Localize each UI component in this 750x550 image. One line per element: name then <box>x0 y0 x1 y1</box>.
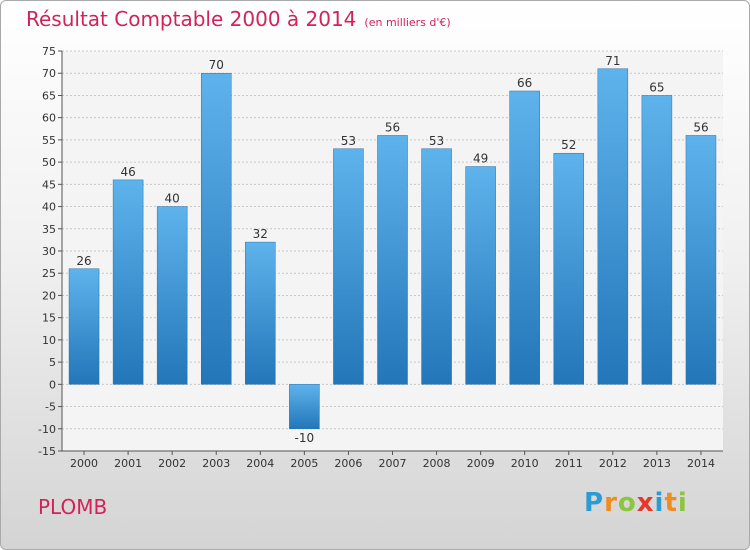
data-label: 52 <box>561 138 576 152</box>
x-tick-label: 2006 <box>334 457 362 470</box>
x-tick-label: 2005 <box>290 457 318 470</box>
logo-letter: r <box>604 488 618 518</box>
y-tick-label: 40 <box>42 201 56 214</box>
chart-subtitle: (en milliers d'€) <box>364 16 451 29</box>
x-tick-label: 2012 <box>599 457 627 470</box>
data-label: 46 <box>120 165 135 179</box>
logo-letter: i <box>654 488 665 518</box>
y-tick-label: 35 <box>42 223 56 236</box>
y-tick-label: 25 <box>42 267 56 280</box>
x-tick-label: 2003 <box>202 457 230 470</box>
data-label: 40 <box>165 192 180 206</box>
y-tick-label: 55 <box>42 134 56 147</box>
data-label: 32 <box>253 227 268 241</box>
y-tick-label: -5 <box>45 401 56 414</box>
title-text: Résultat Comptable 2000 à 2014 <box>26 7 357 31</box>
logo-letter: P <box>584 488 605 518</box>
bar <box>68 268 100 385</box>
bar <box>509 90 540 385</box>
data-label: 53 <box>341 134 356 148</box>
bar <box>597 68 629 385</box>
data-label: 26 <box>76 254 91 268</box>
x-tick-label: 2009 <box>467 457 495 470</box>
y-tick-label: 5 <box>49 356 56 369</box>
data-label: 56 <box>693 120 708 134</box>
data-label: 53 <box>429 134 444 148</box>
y-tick-label: 0 <box>49 378 56 391</box>
proxiti-logo: Proxiti <box>584 488 688 518</box>
y-tick-label: 60 <box>42 112 56 125</box>
x-tick-label: 2013 <box>643 457 671 470</box>
data-label: -10 <box>295 431 315 445</box>
logo-letter: t <box>664 488 678 518</box>
x-tick-label: 2001 <box>114 457 142 470</box>
bar <box>245 241 276 385</box>
bar <box>421 148 452 385</box>
x-tick-label: 2007 <box>379 457 407 470</box>
y-tick-label: 30 <box>42 245 56 258</box>
y-tick-label: 15 <box>42 312 56 325</box>
x-tick-label: 2014 <box>687 457 715 470</box>
data-label: 56 <box>385 120 400 134</box>
y-tick-label: -15 <box>38 445 56 458</box>
bar <box>289 384 320 430</box>
bar <box>377 135 408 385</box>
town-name: PLOMB <box>38 495 108 519</box>
y-tick-label: -10 <box>38 423 56 436</box>
bar <box>156 206 188 385</box>
logo-letter: o <box>617 488 637 518</box>
bar <box>641 95 673 385</box>
y-tick-label: 20 <box>42 289 56 302</box>
y-tick-label: 45 <box>42 178 56 191</box>
data-label: 66 <box>517 76 532 90</box>
data-label: 70 <box>209 58 224 72</box>
y-tick-label: 50 <box>42 156 56 169</box>
x-tick-label: 2008 <box>423 457 451 470</box>
data-label: 49 <box>473 152 488 166</box>
data-label: 65 <box>649 80 664 94</box>
x-tick-label: 2010 <box>511 457 539 470</box>
x-tick-label: 2011 <box>555 457 583 470</box>
data-label: 71 <box>605 54 620 68</box>
y-tick-label: 75 <box>42 45 56 58</box>
y-tick-label: 65 <box>42 89 56 102</box>
bar <box>200 72 232 385</box>
x-tick-label: 2000 <box>70 457 98 470</box>
chart-title: Résultat Comptable 2000 à 2014 (en millie… <box>26 7 451 31</box>
bar <box>333 148 364 385</box>
logo-letter: x <box>636 488 655 518</box>
bar <box>465 166 496 385</box>
y-tick-label: 10 <box>42 334 56 347</box>
x-tick-label: 2004 <box>246 457 274 470</box>
bar <box>553 152 585 385</box>
bar <box>685 135 717 385</box>
logo-letter: i <box>677 488 688 518</box>
y-tick-label: 70 <box>42 67 56 80</box>
x-tick-label: 2002 <box>158 457 186 470</box>
bar <box>112 179 144 385</box>
